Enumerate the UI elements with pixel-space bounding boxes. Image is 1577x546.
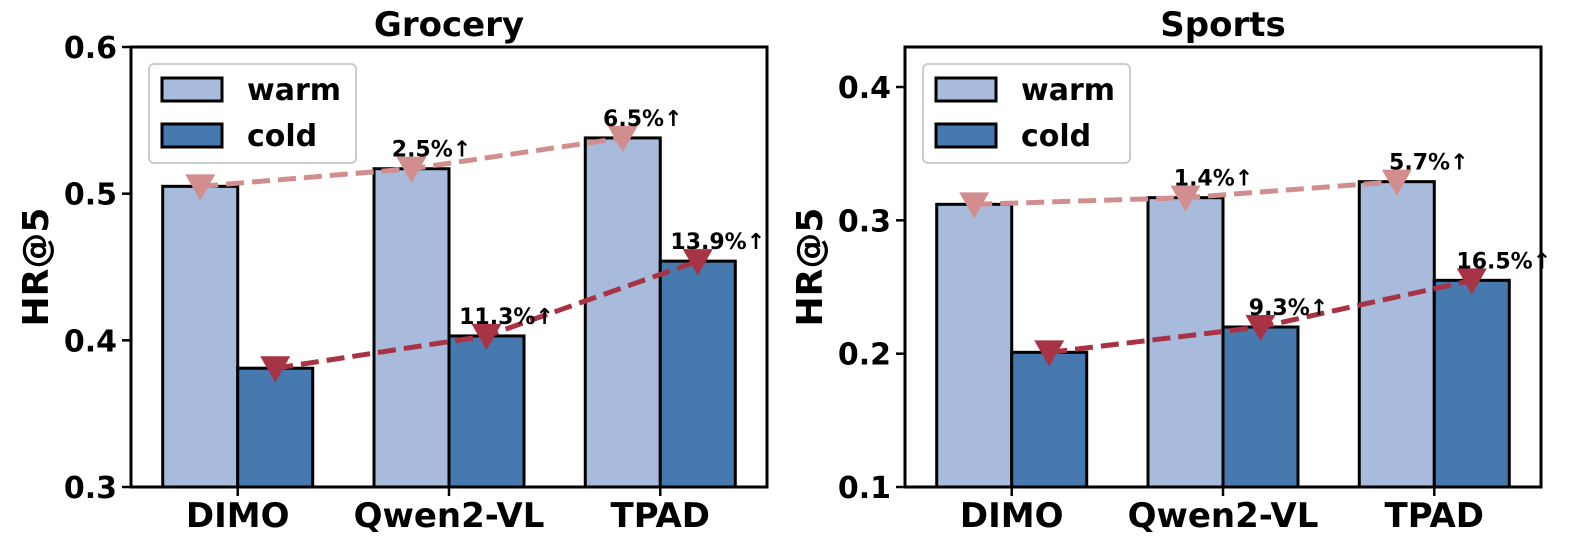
trend-marker-cold-tpad <box>682 249 713 276</box>
y-tick-label: 0.3 <box>64 471 117 506</box>
annotation-warm-tpad: 5.7%↑ <box>1389 151 1468 176</box>
legend-swatch-cold <box>160 122 224 149</box>
trend-marker-warm-dimo <box>185 174 216 201</box>
bar-cold-qwen2-vl <box>1221 325 1300 489</box>
legend: warm cold <box>922 63 1131 164</box>
trend-marker-cold-tpad <box>1456 268 1487 295</box>
y-tick-label: 0.4 <box>838 71 891 106</box>
x-tick-label: Qwen2-VL <box>1128 496 1319 536</box>
y-axis-label: HR@5 <box>790 208 831 327</box>
chart-title: Sports <box>1160 5 1285 45</box>
x-tick-label: DIMO <box>960 496 1064 536</box>
bar-warm-dimo <box>935 202 1014 489</box>
y-tick-label: 0.4 <box>64 324 117 359</box>
y-tick-label: 0.1 <box>838 471 891 506</box>
trend-marker-warm-tpad <box>607 125 638 153</box>
legend: warm cold <box>148 63 357 164</box>
x-tick-label: DIMO <box>186 496 290 536</box>
legend-swatch-cold <box>934 122 998 149</box>
annotation-warm-qwen2-vl: 2.5%↑ <box>392 138 471 163</box>
y-tick-label: 0.3 <box>838 204 891 239</box>
trend-marker-cold-dimo <box>260 356 291 383</box>
plot-frame <box>903 45 1543 489</box>
legend-label-warm: warm <box>1021 73 1115 108</box>
x-tick-label: Qwen2-VL <box>354 496 545 536</box>
bar-warm-qwen2-vl <box>1146 196 1225 489</box>
bar-warm-qwen2-vl <box>372 167 451 489</box>
plot-frame <box>129 45 769 489</box>
x-tick-label: TPAD <box>1385 496 1485 536</box>
annotation-warm-qwen2-vl: 1.4%↑ <box>1174 167 1253 192</box>
bar-cold-qwen2-vl <box>447 334 526 489</box>
trend-marker-cold-qwen2-vl <box>471 323 502 351</box>
trend-marker-warm-dimo <box>959 192 990 219</box>
annotation-cold-tpad: 16.5%↑ <box>1456 249 1551 274</box>
legend-label-warm: warm <box>247 73 341 108</box>
bar-cold-dimo <box>1010 350 1089 489</box>
legend-swatch-warm <box>160 76 224 103</box>
annotation-warm-tpad: 6.5%↑ <box>603 107 682 132</box>
legend-label-cold: cold <box>247 119 317 154</box>
annotation-cold-tpad: 13.9%↑ <box>670 230 765 255</box>
chart-title: Grocery <box>374 5 524 45</box>
legend-swatch-warm <box>934 76 998 103</box>
chart-panel-sports: Sports HR@5 0.1 0.2 0.3 0.4 DIMO Qwen2-VL TPAD 1.… <box>790 5 1551 536</box>
y-tick-label: 0.5 <box>64 178 117 213</box>
legend-label-cold: cold <box>1021 119 1091 154</box>
bar-cold-tpad <box>1432 278 1511 489</box>
y-tick-label: 0.6 <box>64 31 117 66</box>
chart-panel-grocery: Grocery HR@5 0.3 0.4 0.5 0.6 DIMO Qwen2-VL TPAD 2… <box>16 5 769 536</box>
y-tick-label: 0.2 <box>838 338 891 373</box>
annotation-cold-qwen2-vl: 11.3%↑ <box>459 305 554 330</box>
y-axis-label: HR@5 <box>16 208 57 327</box>
annotation-cold-qwen2-vl: 9.3%↑ <box>1249 296 1328 321</box>
trend-marker-warm-tpad <box>1381 169 1412 196</box>
bar-warm-tpad <box>1357 180 1436 489</box>
trend-marker-warm-qwen2-vl <box>396 156 427 183</box>
trend-marker-cold-dimo <box>1034 340 1065 367</box>
bar-warm-dimo <box>161 184 240 489</box>
trend-marker-cold-qwen2-vl <box>1245 315 1276 342</box>
trend-marker-warm-qwen2-vl <box>1170 185 1201 212</box>
x-tick-label: TPAD <box>611 496 711 536</box>
bar-warm-tpad <box>583 136 662 489</box>
bar-cold-dimo <box>236 366 315 489</box>
bar-cold-tpad <box>658 259 737 489</box>
